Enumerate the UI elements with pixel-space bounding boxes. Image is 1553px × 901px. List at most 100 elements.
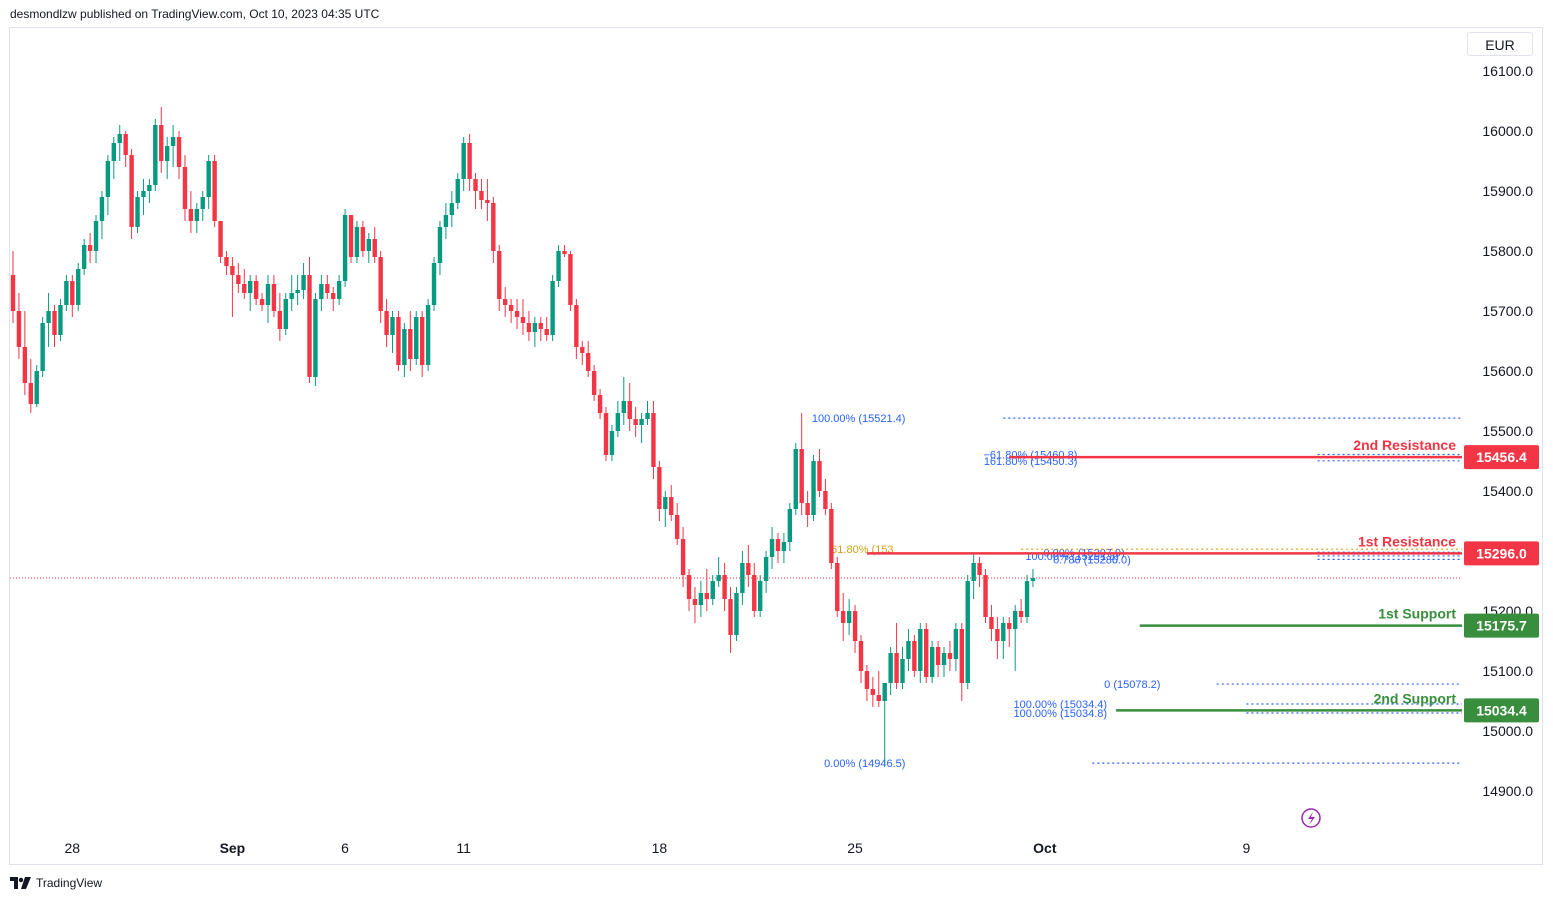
candle [603, 407, 609, 461]
candle [929, 641, 935, 683]
candle [953, 623, 959, 671]
candle [882, 683, 887, 764]
candle [508, 299, 514, 323]
candle [532, 317, 538, 347]
candle [591, 365, 597, 401]
x-tick-label: 11 [456, 840, 471, 856]
candle [538, 317, 543, 341]
candle [763, 551, 769, 593]
candle [153, 119, 158, 191]
candle [129, 149, 134, 239]
candle [864, 665, 870, 701]
candle [639, 413, 644, 443]
y-tick-label: 16000.0 [1482, 123, 1533, 139]
candle [295, 275, 300, 305]
candle [769, 527, 775, 569]
candle [218, 221, 223, 263]
candle [941, 647, 947, 677]
candle [194, 203, 200, 233]
candle [841, 593, 846, 641]
y-tick-label: 15600.0 [1482, 363, 1533, 379]
candle [811, 455, 816, 521]
footer-brand: TradingView [36, 876, 103, 890]
candle [526, 311, 532, 341]
candle [550, 275, 555, 341]
candle [514, 299, 520, 329]
candle [888, 647, 893, 695]
tradingview-logo-icon [10, 877, 31, 889]
candle [775, 533, 781, 563]
candle [823, 479, 828, 515]
candle [740, 551, 745, 605]
candle [900, 647, 905, 689]
y-tick-label: 15000.0 [1482, 723, 1533, 739]
fib-level-label: 100.00% (15034.4) [1013, 699, 1107, 711]
candle [1007, 617, 1012, 647]
publish-header: desmondlzw published on TradingView.com,… [10, 7, 380, 21]
candle [568, 251, 573, 311]
candle [657, 461, 662, 521]
candle [331, 287, 336, 311]
support-level[interactable]: 1st Support 15175.7 [1139, 606, 1539, 638]
level-name-label: 1st Resistance [1358, 533, 1456, 549]
y-tick-label: 15800.0 [1482, 243, 1533, 259]
candle [959, 623, 964, 701]
candle [230, 257, 235, 317]
candlesticks [10, 107, 1036, 764]
candle [111, 137, 117, 179]
candle [313, 293, 318, 386]
candle [870, 677, 876, 707]
lightning-icon[interactable] [1301, 808, 1321, 828]
price-tag-label: 15456.4 [1476, 449, 1527, 465]
chart-frame [9, 27, 1543, 865]
candle [425, 299, 431, 371]
resistance-level[interactable]: 2nd Resistance 15456.4 [1009, 437, 1539, 470]
currency-selector[interactable]: EUR [1467, 32, 1533, 56]
candle [135, 191, 140, 233]
fib-level-label: 161.80% (15450.3) [984, 456, 1078, 468]
candle [752, 563, 757, 617]
candle [81, 239, 87, 275]
support-level[interactable]: 2nd Support 15034.4 [1115, 690, 1539, 723]
x-tick-label: Sep [220, 840, 246, 856]
candle [52, 305, 57, 347]
candle [301, 263, 306, 299]
candle [627, 383, 632, 431]
candle [170, 125, 176, 167]
candle [236, 263, 241, 293]
candle [1030, 569, 1036, 587]
candle [704, 569, 710, 611]
candle [835, 557, 840, 617]
candle [384, 299, 389, 347]
resistance-level[interactable]: 1st Resistance 15296.0 [866, 533, 1539, 566]
candle [40, 317, 45, 377]
candle [378, 251, 383, 323]
price-tag-label: 15175.7 [1476, 618, 1527, 634]
candle [621, 377, 626, 425]
price-tag-label: 15034.4 [1476, 702, 1527, 718]
price-tag [1464, 445, 1539, 470]
candle [1012, 605, 1018, 671]
candle [615, 401, 621, 437]
y-tick-label: 15100.0 [1482, 663, 1533, 679]
candle [431, 257, 437, 311]
y-tick-label: 16100.0 [1482, 63, 1533, 79]
candle [858, 635, 864, 683]
x-tick-label: 28 [65, 840, 81, 856]
candle [200, 191, 205, 221]
level-name-label: 2nd Resistance [1353, 437, 1456, 453]
candle [586, 341, 591, 377]
candle [319, 275, 324, 311]
candle [692, 587, 698, 623]
candle [651, 401, 656, 479]
candle [906, 629, 911, 671]
candle [248, 275, 253, 311]
x-tick-label: 9 [1243, 840, 1251, 856]
candle [164, 137, 170, 179]
candle [781, 533, 787, 563]
candle [698, 581, 704, 617]
candle [1024, 575, 1030, 623]
candle [176, 131, 182, 179]
candle [716, 557, 721, 587]
